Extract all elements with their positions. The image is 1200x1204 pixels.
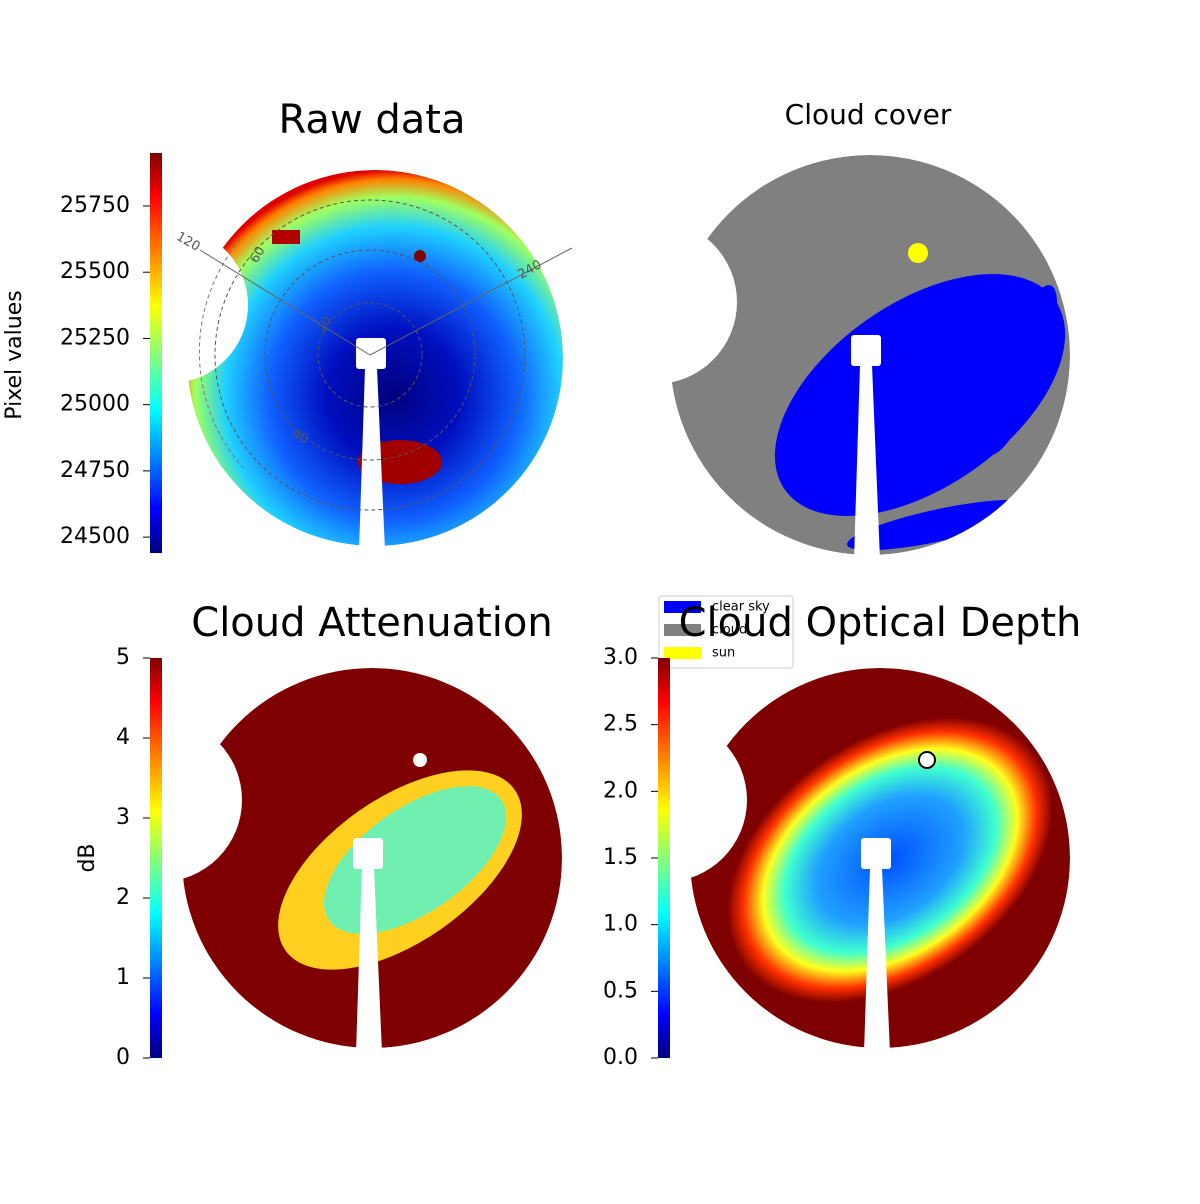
panel-title: Cloud cover [785, 98, 952, 131]
legend-label: cloud [712, 623, 747, 638]
mast [864, 868, 890, 1053]
colorbar-tick-label: 1 [116, 965, 130, 990]
mast [854, 365, 880, 560]
colorbar-tick-label: 25250 [60, 325, 130, 350]
colorbar-label: dB [75, 843, 100, 872]
colorbar-tick-label: 25750 [60, 193, 130, 218]
panel: Raw data12060204024024500247502500025250… [2, 97, 573, 553]
panel-title: Raw data [279, 97, 466, 143]
polar-label: 40 [289, 426, 311, 447]
panel-title: Cloud Optical Depth [679, 600, 1082, 646]
legend-swatch [664, 647, 701, 659]
colorbar-label: Pixel values [2, 290, 27, 419]
colorbar-tick-label: 24500 [60, 524, 130, 549]
colorbar-tick-label: 2.5 [603, 712, 638, 737]
legend-label: sun [712, 646, 735, 661]
sun-spot [414, 250, 426, 262]
colorbar-tick-label: 0 [116, 1045, 130, 1070]
clear-region [847, 499, 1033, 551]
mast-head [861, 838, 891, 869]
mast-head [356, 338, 386, 369]
notch [92, 227, 248, 383]
colorbar [658, 658, 670, 1058]
colorbar-tick-label: 3.0 [603, 645, 638, 670]
sun-spot [413, 753, 427, 767]
panel: Cloud cover clear sky cloud sun [573, 98, 1070, 669]
sun-spot [918, 751, 936, 769]
colorbar-tick-label: 24750 [60, 458, 130, 483]
colorbar-tick-label: 2 [116, 885, 130, 910]
azimuth-line [199, 249, 371, 356]
mast-head [851, 335, 881, 366]
colorbar-tick-label: 5 [116, 645, 130, 670]
legend-swatch [664, 624, 701, 636]
polar-ring [214, 199, 526, 511]
colorbar-tick-label: 1.5 [603, 845, 638, 870]
colorbar-tick-label: 25000 [60, 392, 130, 417]
legend-label: clear sky [712, 600, 770, 615]
polar-label: 60 [247, 244, 268, 266]
colorbar-tick-label: 2.0 [603, 778, 638, 803]
clear-region [774, 274, 1066, 516]
panel-title: Cloud Attenuation [191, 600, 552, 646]
colorbar-tick-label: 4 [116, 725, 130, 750]
polar-ring [264, 249, 476, 461]
colorbar [150, 153, 162, 553]
polar-ring [317, 302, 423, 408]
panel: Cloud Optical Depth 0.0 0.5 1.0 1.5 2.0 2.5 3.0 [583, 600, 1082, 1070]
panel: Cloud Attenuation 0 1 2 3 4 5 dB [75, 600, 562, 1070]
clear-region [982, 285, 1058, 455]
legend-swatch [664, 601, 701, 613]
sun-region [908, 243, 928, 263]
colorbar-tick-label: 0.0 [603, 1045, 638, 1070]
polar-label: 20 [314, 314, 335, 336]
mast [356, 868, 382, 1053]
cloud-spot [272, 230, 300, 244]
colorbar-tick-label: 3 [116, 805, 130, 830]
colorbar-tick-label: 25500 [60, 259, 130, 284]
colorbar-tick-label: 1.0 [603, 912, 638, 937]
sky-image [670, 155, 1070, 555]
mast-head [353, 838, 383, 869]
notch [573, 220, 737, 384]
azimuth-line [369, 247, 573, 356]
colorbar-tick-label: 0.5 [603, 978, 638, 1003]
colorbar [150, 658, 162, 1058]
